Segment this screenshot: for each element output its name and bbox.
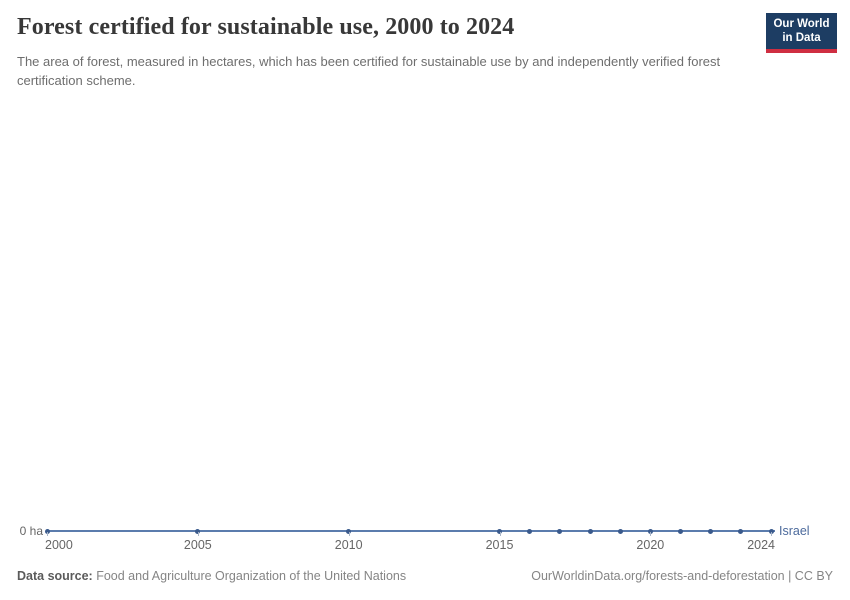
- entity-label-israel[interactable]: Israel: [779, 524, 810, 538]
- data-point-2021[interactable]: [678, 528, 683, 534]
- data-source-label: Data source:: [17, 569, 93, 583]
- chart-subtitle: The area of forest, measured in hectares…: [17, 54, 721, 88]
- data-source-note: Data source: Food and Agriculture Organi…: [17, 569, 406, 583]
- data-point-2019[interactable]: [617, 528, 623, 534]
- x-axis-tick-2000: [47, 532, 48, 536]
- data-point-2010[interactable]: [346, 528, 352, 534]
- data-point-2016[interactable]: [527, 528, 533, 534]
- data-point-2018[interactable]: [587, 528, 593, 534]
- data-point-2015[interactable]: [497, 528, 502, 534]
- x-axis-label-2000: 2000: [45, 538, 73, 552]
- x-axis-label-2010: 2010: [334, 538, 363, 552]
- x-axis-label-2020: 2020: [636, 538, 665, 552]
- owid-logo[interactable]: Our World in Data: [766, 13, 837, 53]
- x-axis-label-2015: 2015: [485, 538, 514, 552]
- data-point-2020[interactable]: [647, 528, 653, 534]
- x-axis-tick-2024: [771, 532, 772, 536]
- data-source-text: Food and Agriculture Organization of the…: [92, 569, 407, 583]
- series-line-israel[interactable]: [47, 530, 775, 532]
- y-axis-zero-label: 0 ha: [19, 524, 43, 538]
- owid-url-license[interactable]: OurWorldinData.org/forests-and-deforesta…: [531, 569, 833, 583]
- data-point-2024[interactable]: [768, 528, 774, 534]
- owid-logo-line1: Our World: [773, 18, 830, 30]
- owid-logo-line2: in Data: [782, 32, 821, 44]
- data-point-2017[interactable]: [557, 528, 563, 534]
- data-point-2022[interactable]: [708, 528, 714, 534]
- x-axis-tick-2020: [650, 532, 652, 536]
- data-point-2000[interactable]: [44, 528, 50, 534]
- footer: Data source: Food and Agriculture Organi…: [17, 569, 833, 583]
- data-point-2005[interactable]: [195, 528, 201, 534]
- x-axis-label-2024: 2024: [747, 538, 775, 552]
- x-axis-label-2005: 2005: [183, 538, 212, 552]
- data-point-2023[interactable]: [738, 528, 744, 534]
- chart-title: Forest certified for sustainable use, 20…: [17, 14, 515, 40]
- x-axis-tick-2005: [197, 532, 199, 536]
- x-axis-tick-2010: [348, 532, 350, 536]
- x-axis-tick-2015: [499, 532, 501, 536]
